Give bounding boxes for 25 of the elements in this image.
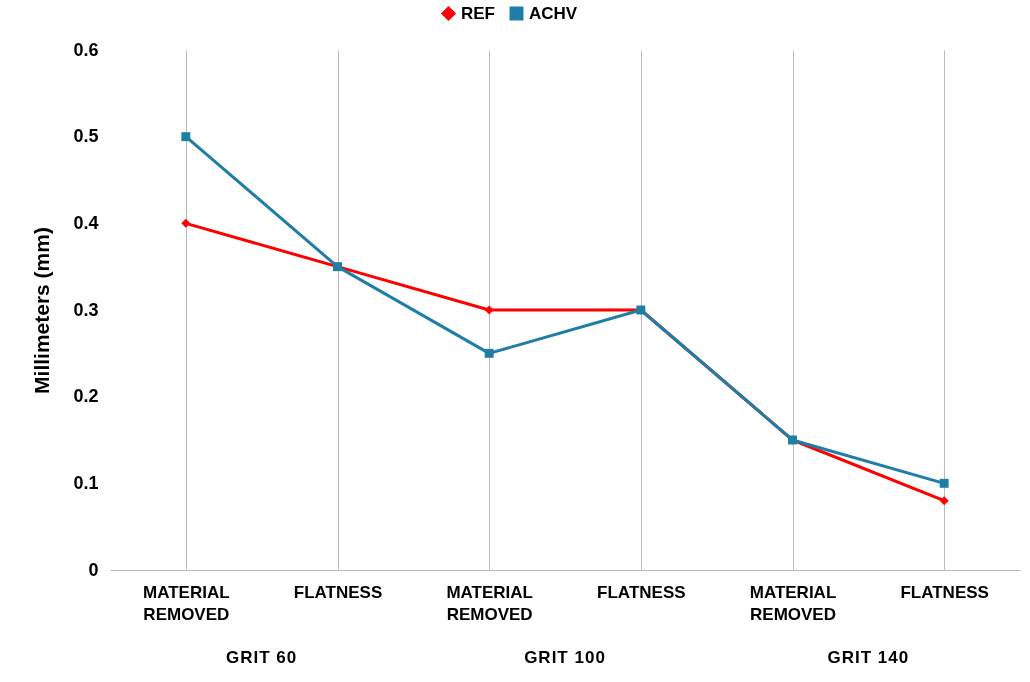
y-tick-label: 0.1	[73, 472, 99, 493]
x-tick-label: MATERIAL REMOVED	[749, 582, 837, 624]
point	[484, 305, 494, 315]
text: GRIT 140	[826, 648, 911, 668]
legend-label: ACHV	[529, 3, 578, 23]
point	[484, 348, 494, 358]
x-tick-label: FLATNESS	[293, 582, 383, 602]
y-tick-label: 0.5	[73, 126, 99, 147]
y-tick-label: 0	[88, 559, 99, 580]
x-tick-label: FLATNESS	[900, 582, 989, 602]
point	[181, 132, 191, 142]
y-tick-label: 0.2	[73, 386, 99, 407]
y-tick-label: 0.6	[73, 39, 99, 60]
x-tick-label: FLATNESS	[597, 582, 686, 602]
point	[939, 478, 949, 488]
y-tick-label: 0.4	[73, 212, 99, 233]
y-tick-label: 0.3	[73, 299, 99, 320]
point	[181, 218, 191, 228]
text: GRIT 60	[225, 648, 299, 668]
x-tick-label: MATERIAL REMOVED	[446, 582, 533, 624]
text: GRIT 100	[523, 648, 607, 668]
point	[939, 496, 949, 506]
legend-label: REF	[461, 3, 495, 23]
x-tick-label: MATERIAL REMOVED	[143, 582, 230, 624]
y-axis-title: Millimeters (mm)	[30, 227, 54, 394]
